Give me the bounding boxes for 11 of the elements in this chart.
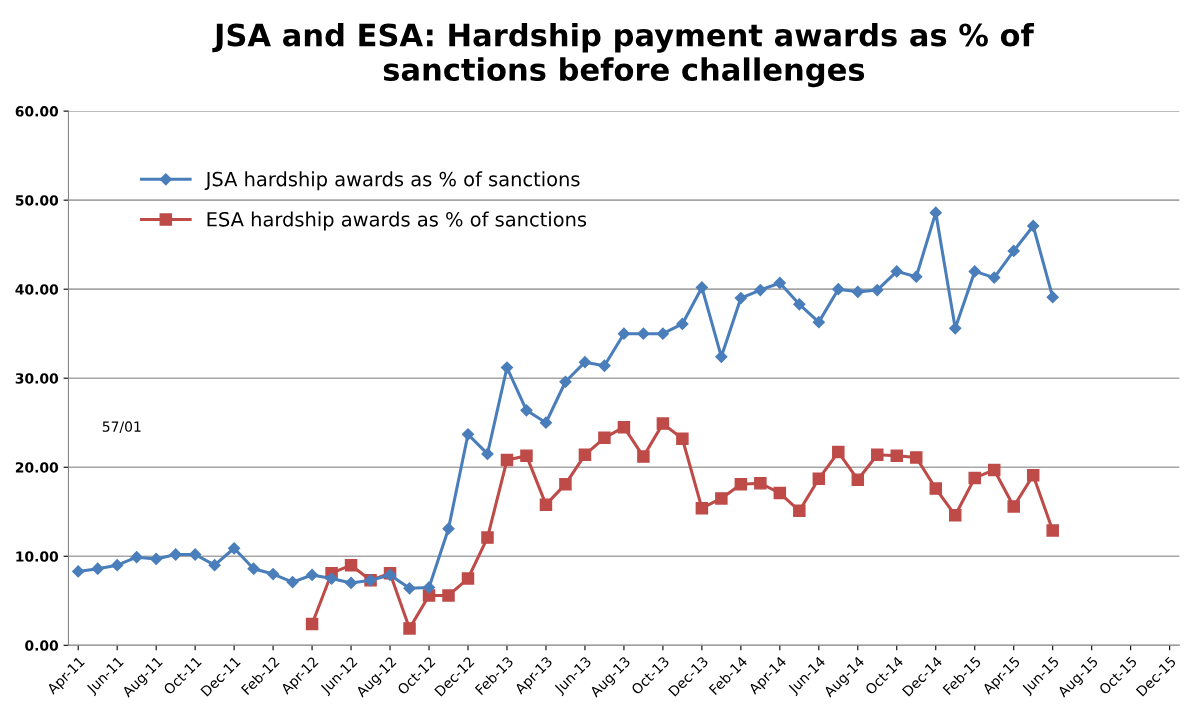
- y-tick-label: 0.00: [25, 640, 59, 651]
- legend-label: ESA hardship awards as % of sanctions: [207, 211, 587, 231]
- y-tick-label: 30.00: [15, 373, 59, 384]
- annotation: 57/01: [102, 421, 141, 433]
- y-tick-label: 60.00: [15, 106, 59, 117]
- y-tick-label: 20.00: [15, 462, 59, 473]
- legend-label: JSA hardship awards as % of sanctions: [204, 171, 580, 191]
- chart-title: JSA and ESA: Hardship payment awards as % of sanctions before challenges: [212, 22, 1035, 88]
- y-tick-label: 40.00: [15, 284, 59, 295]
- y-tick-label: 10.00: [16, 551, 59, 562]
- y-tick-label: 50.00: [15, 195, 59, 206]
